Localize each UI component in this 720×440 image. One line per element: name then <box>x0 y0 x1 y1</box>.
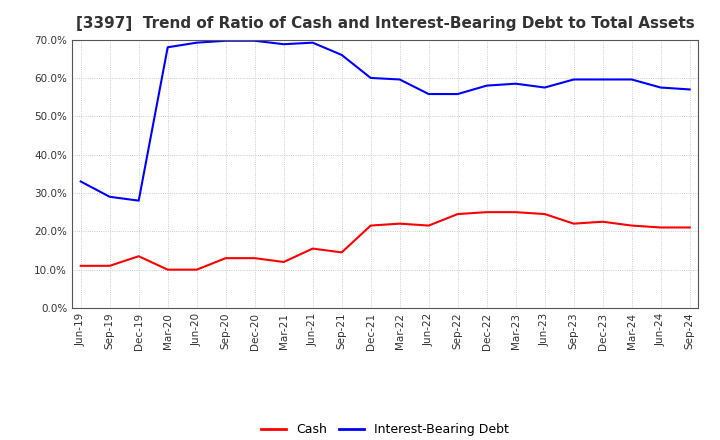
Interest-Bearing Debt <box>105 194 114 199</box>
Cash <box>685 225 694 230</box>
Interest-Bearing Debt <box>570 77 578 82</box>
Cash <box>192 267 201 272</box>
Interest-Bearing Debt <box>192 40 201 45</box>
Cash <box>308 246 317 251</box>
Cash <box>135 253 143 259</box>
Cash <box>279 259 288 264</box>
Cash <box>366 223 375 228</box>
Interest-Bearing Debt <box>424 92 433 97</box>
Interest-Bearing Debt <box>338 52 346 58</box>
Cash <box>657 225 665 230</box>
Legend: Cash, Interest-Bearing Debt: Cash, Interest-Bearing Debt <box>256 418 514 440</box>
Interest-Bearing Debt <box>482 83 491 88</box>
Interest-Bearing Debt <box>598 77 607 82</box>
Line: Cash: Cash <box>81 212 690 270</box>
Cash <box>424 223 433 228</box>
Interest-Bearing Debt <box>221 38 230 44</box>
Cash <box>598 219 607 224</box>
Interest-Bearing Debt <box>279 41 288 47</box>
Interest-Bearing Debt <box>135 198 143 203</box>
Interest-Bearing Debt <box>251 38 259 44</box>
Interest-Bearing Debt <box>541 85 549 90</box>
Cash <box>105 263 114 268</box>
Cash <box>251 256 259 261</box>
Interest-Bearing Debt <box>454 92 462 97</box>
Interest-Bearing Debt <box>657 85 665 90</box>
Cash <box>454 211 462 216</box>
Interest-Bearing Debt <box>511 81 520 86</box>
Cash <box>163 267 172 272</box>
Interest-Bearing Debt <box>395 77 404 82</box>
Line: Interest-Bearing Debt: Interest-Bearing Debt <box>81 41 690 201</box>
Cash <box>541 211 549 216</box>
Interest-Bearing Debt <box>627 77 636 82</box>
Interest-Bearing Debt <box>163 44 172 50</box>
Interest-Bearing Debt <box>685 87 694 92</box>
Interest-Bearing Debt <box>76 179 85 184</box>
Cash <box>627 223 636 228</box>
Cash <box>338 250 346 255</box>
Cash <box>221 256 230 261</box>
Interest-Bearing Debt <box>366 75 375 81</box>
Cash <box>482 209 491 215</box>
Cash <box>76 263 85 268</box>
Cash <box>511 209 520 215</box>
Cash <box>570 221 578 226</box>
Interest-Bearing Debt <box>308 40 317 45</box>
Title: [3397]  Trend of Ratio of Cash and Interest-Bearing Debt to Total Assets: [3397] Trend of Ratio of Cash and Intere… <box>76 16 695 32</box>
Cash <box>395 221 404 226</box>
